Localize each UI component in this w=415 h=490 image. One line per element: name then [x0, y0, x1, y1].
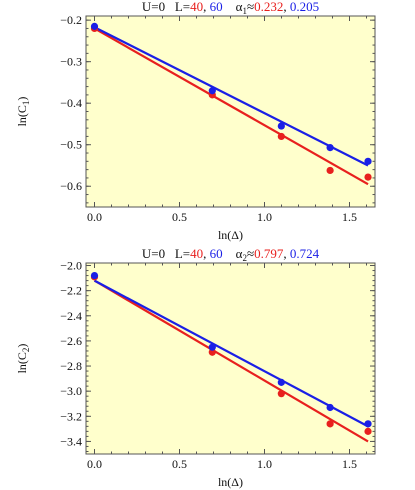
chart2-ytick-label: −3.2 — [60, 409, 82, 423]
chart1-series2-point — [277, 122, 285, 130]
ylabel-close: ) — [15, 344, 29, 348]
title-part: 0.724 — [290, 247, 320, 261]
chart1-ytick-label: −0.4 — [60, 96, 82, 110]
chart2-xtick-label: 0.5 — [172, 457, 187, 471]
chart1-ytick-label: −0.3 — [60, 55, 82, 69]
title-part: 0.232 — [254, 0, 283, 14]
title-part: , — [283, 247, 290, 261]
chart1-series2-point — [364, 157, 372, 165]
chart1-ylabel: ln(C1) — [15, 97, 31, 127]
chart1-series2-point — [90, 22, 99, 30]
title-part: ≈ — [247, 0, 254, 14]
chart1-ytick-label: −0.6 — [60, 179, 82, 193]
chart2-xlabel: ln(Δ) — [218, 475, 243, 489]
title-part: 0.205 — [290, 0, 319, 14]
title-part: 40 — [190, 0, 203, 14]
chart2-series1-point — [277, 390, 285, 398]
title-part: 1 — [242, 6, 247, 16]
chart1-xtick-label: 0.0 — [87, 210, 102, 224]
title-part: 60 — [210, 247, 223, 261]
chart-panel-c1: U=0 L=40, 60 α1≈0.232, 0.205 0.0 0.5 1.0 1.5… — [0, 0, 415, 243]
chart2-fit-line-1 — [93, 279, 369, 443]
chart1-series2-point — [208, 87, 216, 95]
title-part: α — [223, 0, 243, 14]
chart1-ytick-label: −0.5 — [60, 138, 82, 152]
chart2-series2-point — [208, 343, 216, 351]
chart1-xtick-label: 1.5 — [342, 210, 357, 224]
title-part: 60 — [210, 0, 223, 14]
chart2-series2-point — [364, 420, 372, 428]
chart2-plot-area — [85, 262, 376, 455]
chart2-ytick-label: −2.2 — [60, 284, 82, 298]
chart2-ytick-label: −2.6 — [60, 334, 82, 348]
chart2-ylabel: ln(C2) — [15, 344, 31, 374]
title-part: 0.797 — [254, 247, 284, 261]
ylabel-close: ) — [15, 97, 29, 101]
chart2-series1-point — [326, 420, 334, 428]
chart2-ytick-label: −3.4 — [60, 434, 82, 448]
chart1-xtick-label: 0.5 — [172, 210, 187, 224]
ylabel-main: ln(C — [15, 105, 29, 126]
chart2-xtick-label: 1.0 — [257, 457, 272, 471]
chart2-ytick-label: −2.4 — [60, 309, 82, 323]
title-part: , — [283, 0, 290, 14]
chart2-series2-point — [90, 271, 99, 280]
chart1-ytick-label: −0.2 — [60, 13, 82, 27]
chart2-ytick-label: −2.8 — [60, 359, 82, 373]
chart1-fit-line-2 — [94, 26, 369, 167]
chart1-xlabel: ln(Δ) — [218, 228, 243, 242]
ylabel-main: ln(C — [15, 352, 29, 373]
chart1-series1-point — [277, 132, 285, 141]
title-part: ≈ — [247, 247, 254, 261]
chart2-series2-point — [326, 403, 334, 412]
chart1-xtick-label: 1.0 — [257, 210, 272, 224]
chart1-series2-point — [326, 144, 334, 152]
title-part: , — [203, 247, 210, 261]
chart-panel-c2: U=0 L=40, 60 α2≈0.797, 0.724 0.0 0.5 1.0 1.5… — [0, 247, 415, 490]
ylabel-sub: 2 — [21, 348, 31, 353]
title-part: U=0 L= — [142, 247, 190, 261]
chart2-fit-line-2 — [93, 279, 369, 428]
chart1-fit-line-1 — [93, 27, 369, 186]
title-part: U=0 L= — [142, 0, 190, 14]
ylabel-sub: 1 — [21, 101, 31, 106]
chart2-xtick-label: 1.5 — [342, 457, 357, 471]
chart2-ytick-label: −3.0 — [60, 384, 82, 398]
chart2-xtick-label: 0.0 — [87, 457, 102, 471]
chart2-series2-point — [277, 378, 285, 386]
chart1-series1-point — [326, 166, 334, 175]
title-part: 2 — [242, 253, 247, 263]
chart2-series1-point — [364, 427, 372, 435]
chart1-title: U=0 L=40, 60 α1≈0.232, 0.205 — [142, 0, 319, 16]
title-part: α — [223, 247, 243, 261]
chart2-title: U=0 L=40, 60 α2≈0.797, 0.724 — [142, 247, 320, 263]
chart2-ytick-label: −2.0 — [60, 259, 82, 273]
chart1-series1-point — [364, 173, 372, 181]
chart2-series1-point — [208, 348, 216, 356]
title-part: , — [203, 0, 210, 14]
title-part: 40 — [190, 247, 203, 261]
